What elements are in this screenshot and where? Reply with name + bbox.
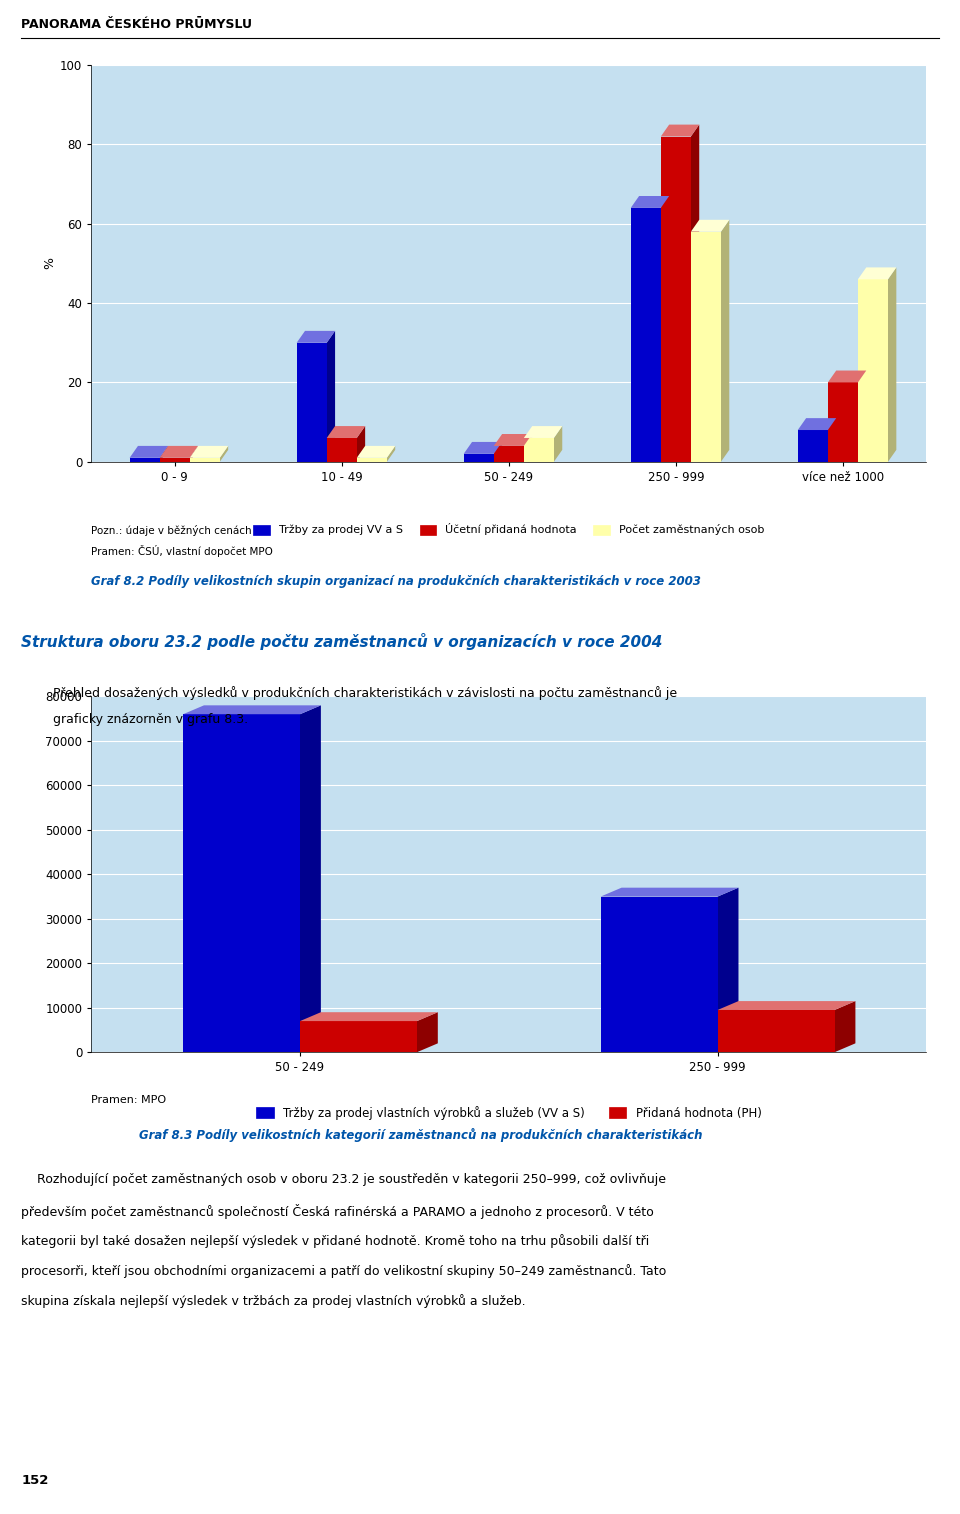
Text: procesorři, kteří jsou obchodními organizacemi a patří do velikostní skupiny 50–: procesorři, kteří jsou obchodními organi… (21, 1264, 666, 1278)
Polygon shape (631, 195, 669, 207)
Bar (91, 1052, 926, 1063)
Bar (601, 896, 718, 1052)
Text: Struktura oboru 23.2 podle počtu zaměstnanců v organizacích v roce 2004: Struktura oboru 23.2 podle počtu zaměstn… (21, 633, 662, 650)
Text: kategorii byl také dosažen nejlepší výsledek v přidané hodnotě. Kromě toho na tr: kategorii byl také dosažen nejlepší výsl… (21, 1234, 649, 1248)
Legend: Tržby za prodej VV a S, Účetní přidaná hodnota, Počet zaměstnaných osob: Tržby za prodej VV a S, Účetní přidaná h… (249, 519, 769, 540)
Polygon shape (183, 706, 321, 715)
Polygon shape (858, 371, 866, 462)
Bar (631, 207, 660, 462)
Bar (858, 279, 888, 462)
Bar (464, 454, 493, 462)
Polygon shape (357, 447, 396, 457)
Polygon shape (159, 447, 198, 457)
Bar (660, 136, 691, 462)
Bar (297, 342, 326, 462)
Polygon shape (691, 124, 699, 462)
Bar (717, 1010, 834, 1052)
Polygon shape (387, 447, 396, 462)
Y-axis label: %: % (43, 257, 56, 269)
Polygon shape (717, 1001, 855, 1010)
Polygon shape (297, 332, 335, 342)
Text: PANORAMA ČESKÉHO PRŪMYSLU: PANORAMA ČESKÉHO PRŪMYSLU (21, 18, 252, 32)
Bar (190, 457, 220, 462)
Polygon shape (858, 268, 897, 279)
Text: Pramen: MPO: Pramen: MPO (91, 1095, 166, 1105)
Polygon shape (300, 1013, 438, 1020)
Polygon shape (357, 425, 365, 462)
Polygon shape (159, 447, 168, 462)
Bar (691, 232, 721, 462)
Text: skupina získala nejlepší výsledek v tržbách za prodej vlastních výrobků a služeb: skupina získala nejlepší výsledek v tržb… (21, 1294, 526, 1308)
Polygon shape (417, 1013, 438, 1052)
Legend: Tržby za prodej vlastních výrobků a služeb (VV a S), Přidaná hodnota (PH): Tržby za prodej vlastních výrobků a služ… (252, 1101, 766, 1125)
Polygon shape (190, 447, 198, 462)
Bar (183, 715, 300, 1052)
Polygon shape (130, 447, 168, 457)
Bar (524, 438, 554, 462)
Polygon shape (721, 220, 730, 462)
Polygon shape (464, 442, 502, 454)
Polygon shape (834, 1001, 855, 1052)
Polygon shape (554, 425, 563, 462)
Polygon shape (691, 220, 730, 232)
Polygon shape (220, 447, 228, 462)
Polygon shape (300, 706, 321, 1052)
Text: Přehled dosažených výsledků v produkčních charakteristikách v závislosti na počt: Přehled dosažených výsledků v produkčníc… (53, 686, 677, 699)
Polygon shape (660, 124, 699, 136)
Bar (300, 1020, 417, 1052)
Polygon shape (660, 195, 669, 462)
Polygon shape (190, 447, 228, 457)
Polygon shape (798, 418, 836, 430)
Polygon shape (493, 442, 502, 462)
Polygon shape (717, 887, 738, 1052)
Text: Graf 8.2 Podíly velikostních skupin organizací na produkčních charakteristikách : Graf 8.2 Podíly velikostních skupin orga… (91, 575, 701, 589)
Bar (493, 447, 524, 462)
Bar (91, 462, 926, 474)
Text: 152: 152 (21, 1473, 49, 1487)
Polygon shape (524, 435, 532, 462)
Polygon shape (524, 425, 563, 438)
Text: Pozn.: údaje v běžných cenách: Pozn.: údaje v běžných cenách (91, 525, 252, 536)
Polygon shape (828, 371, 866, 383)
Text: Rozhodující počet zaměstnaných osob v oboru 23.2 je soustředěn v kategorii 250–9: Rozhodující počet zaměstnaných osob v ob… (21, 1173, 666, 1187)
Bar (798, 430, 828, 462)
Text: především počet zaměstnanců společností Česká rafinérská a PARAMO a jednoho z pr: především počet zaměstnanců společností … (21, 1204, 654, 1219)
Bar (159, 457, 190, 462)
Bar (130, 457, 159, 462)
Bar (357, 457, 387, 462)
Polygon shape (828, 418, 836, 462)
Polygon shape (326, 425, 365, 438)
Text: graficky znázorněn v grafu 8.3.: graficky znázorněn v grafu 8.3. (53, 713, 248, 727)
Polygon shape (888, 268, 897, 462)
Text: Graf 8.3 Podíly velikostních kategorií zaměstnanců na produkčních charakteristik: Graf 8.3 Podíly velikostních kategorií z… (139, 1128, 703, 1142)
Bar (326, 438, 357, 462)
Polygon shape (601, 887, 738, 896)
Bar (828, 383, 858, 462)
Polygon shape (326, 332, 335, 462)
Polygon shape (493, 435, 532, 447)
Text: Pramen: ČSÚ, vlastní dopočet MPO: Pramen: ČSÚ, vlastní dopočet MPO (91, 545, 273, 557)
